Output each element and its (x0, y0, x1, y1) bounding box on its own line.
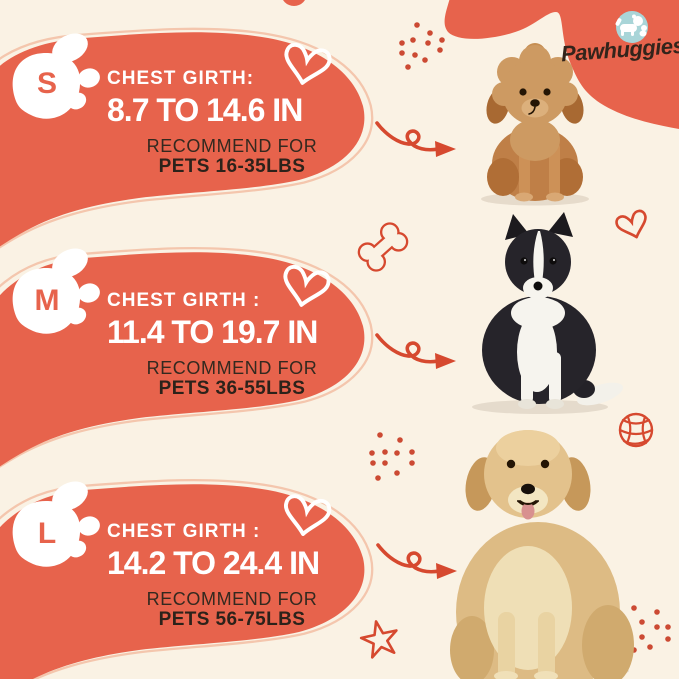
heart-icon (613, 208, 653, 244)
recommend-text: RECOMMEND FOR (146, 358, 318, 378)
size-m-blob (0, 242, 374, 468)
dots-pattern-middle (369, 432, 415, 481)
recommend-text: RECOMMEND FOR (146, 136, 318, 156)
top-edge-bump (283, 0, 305, 6)
bone-icon (357, 222, 409, 272)
dog-badge-icon (615, 11, 648, 43)
recommend-text: RECOMMEND FOR (146, 589, 318, 609)
pets-weight-text: PETS 16-35LBS (158, 156, 306, 177)
yarn-ball-icon (618, 412, 654, 448)
size-s-letter: S (36, 67, 57, 100)
squiggle-arrow-icon (375, 333, 458, 371)
toy-poodle-puppy-photo (481, 43, 589, 206)
chest-girth-label: CHEST GIRTH : (107, 290, 261, 311)
chest-girth-label: CHEST GIRTH: (107, 68, 255, 89)
dots-pattern-top (399, 22, 445, 70)
golden-retriever-photo (450, 430, 634, 679)
chest-girth-range: 11.4 TO 19.7 IN (107, 314, 318, 350)
chest-girth-label: CHEST GIRTH : (107, 521, 261, 542)
size-m-details: CHEST GIRTH : 11.4 TO 19.7 IN RECOMMEND … (107, 290, 357, 400)
star-icon (359, 620, 398, 659)
pets-weight-text: PETS 56-75LBS (158, 609, 306, 630)
pets-weight-text: PETS 36-55LBS (158, 378, 306, 399)
blob-echo-outline (0, 478, 374, 679)
chest-girth-range: 8.7 TO 14.6 IN (107, 92, 303, 128)
size-l-blob (0, 475, 374, 679)
squiggle-arrow-icon (376, 543, 459, 581)
size-l-letter: L (37, 517, 57, 550)
size-m-letter: M (34, 284, 60, 317)
size-s-blob (0, 27, 374, 249)
border-collie-photo (472, 212, 623, 414)
blob-echo-outline (0, 27, 374, 249)
blob-echo-outline (0, 246, 374, 468)
size-l-details: CHEST GIRTH : 14.2 TO 24.4 IN RECOMMEND … (107, 521, 357, 631)
size-s-details: CHEST GIRTH: 8.7 TO 14.6 IN RECOMMEND FO… (107, 68, 357, 178)
squiggle-arrow-icon (375, 121, 458, 159)
chest-girth-range: 14.2 TO 24.4 IN (107, 545, 320, 581)
